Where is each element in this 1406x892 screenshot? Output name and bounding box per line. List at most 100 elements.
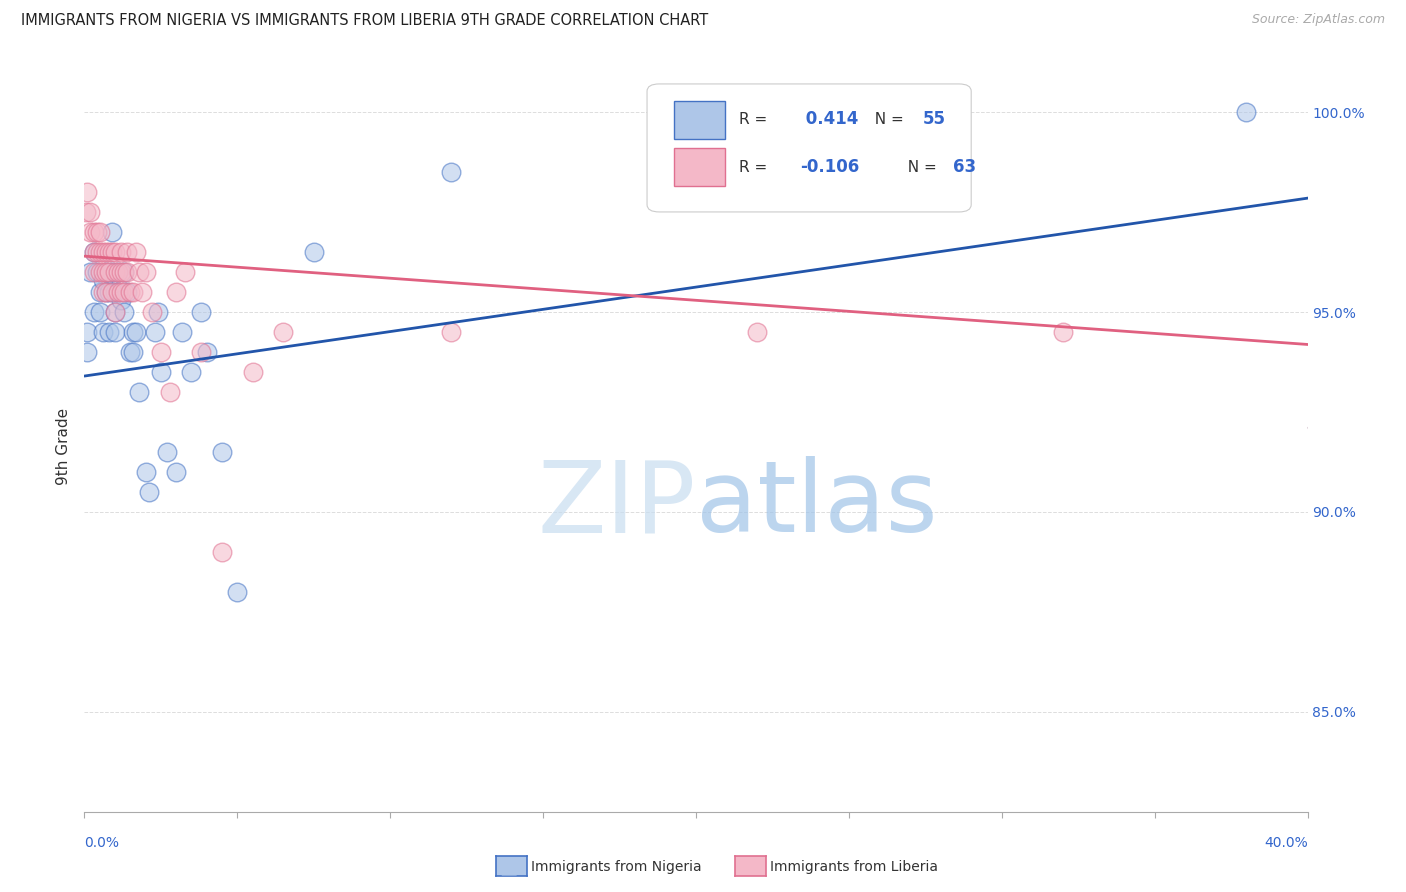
- Point: [1236, 105, 1258, 120]
- Text: Source: ZipAtlas.com: Source: ZipAtlas.com: [1251, 13, 1385, 27]
- Text: Immigrants from Nigeria: Immigrants from Nigeria: [531, 860, 702, 874]
- Point: [91, 273, 114, 287]
- Point: [101, 225, 124, 239]
- Point: [302, 245, 325, 260]
- Point: [110, 293, 132, 307]
- Point: [135, 465, 157, 479]
- Point: [97, 325, 120, 339]
- Point: [101, 265, 124, 279]
- Point: [156, 445, 179, 459]
- Point: [89, 305, 111, 319]
- Point: [104, 245, 127, 260]
- Point: [107, 265, 129, 279]
- Text: 0.414: 0.414: [800, 110, 858, 128]
- Text: IMMIGRANTS FROM NIGERIA VS IMMIGRANTS FROM LIBERIA 9TH GRADE CORRELATION CHART: IMMIGRANTS FROM NIGERIA VS IMMIGRANTS FR…: [21, 13, 709, 29]
- Point: [128, 265, 150, 279]
- Point: [97, 245, 120, 260]
- Point: [131, 285, 153, 299]
- Point: [112, 265, 135, 279]
- Point: [94, 265, 117, 279]
- Point: [101, 285, 124, 299]
- Point: [89, 285, 111, 299]
- FancyBboxPatch shape: [647, 84, 972, 212]
- Point: [76, 185, 98, 199]
- Point: [159, 385, 181, 400]
- Text: 55: 55: [922, 110, 945, 128]
- Point: [122, 345, 145, 359]
- Point: [89, 225, 111, 239]
- Point: [83, 245, 105, 260]
- Point: [195, 345, 218, 359]
- Point: [83, 305, 105, 319]
- Point: [135, 265, 157, 279]
- Point: [86, 245, 108, 260]
- Point: [104, 305, 127, 319]
- Point: [101, 245, 124, 260]
- Point: [271, 325, 294, 339]
- Point: [112, 285, 135, 299]
- Point: [75, 205, 97, 219]
- Text: N =: N =: [898, 160, 942, 175]
- Point: [104, 285, 127, 299]
- Text: 0.0%: 0.0%: [84, 836, 120, 850]
- Text: Immigrants from Liberia: Immigrants from Liberia: [770, 860, 938, 874]
- Point: [94, 285, 117, 299]
- Point: [94, 245, 117, 260]
- Point: [112, 305, 135, 319]
- Point: [104, 325, 127, 339]
- Text: 40.0%: 40.0%: [1264, 836, 1308, 850]
- Point: [97, 285, 120, 299]
- Point: [110, 265, 132, 279]
- Text: ■: ■: [499, 857, 517, 877]
- Point: [125, 245, 148, 260]
- Point: [79, 225, 101, 239]
- Point: [172, 325, 194, 339]
- Point: [97, 265, 120, 279]
- Point: [107, 265, 129, 279]
- Text: -0.106: -0.106: [800, 158, 859, 177]
- Point: [115, 245, 138, 260]
- Text: ZIP: ZIP: [537, 456, 696, 553]
- Point: [86, 265, 108, 279]
- Point: [79, 265, 101, 279]
- Point: [94, 265, 117, 279]
- Text: atlas: atlas: [696, 456, 938, 553]
- Point: [128, 385, 150, 400]
- Point: [112, 265, 135, 279]
- Point: [104, 265, 127, 279]
- Point: [122, 285, 145, 299]
- Point: [440, 325, 463, 339]
- FancyBboxPatch shape: [673, 148, 725, 186]
- Point: [91, 285, 114, 299]
- Text: N =: N =: [865, 112, 908, 127]
- Point: [110, 285, 132, 299]
- Point: [107, 285, 129, 299]
- Point: [83, 225, 105, 239]
- Point: [91, 265, 114, 279]
- Point: [141, 305, 163, 319]
- Point: [180, 365, 202, 379]
- Point: [440, 165, 463, 179]
- Text: R =: R =: [738, 160, 772, 175]
- Point: [242, 365, 264, 379]
- Point: [91, 325, 114, 339]
- Point: [104, 305, 127, 319]
- Point: [190, 345, 212, 359]
- Text: R =: R =: [738, 112, 772, 127]
- Point: [146, 305, 169, 319]
- Point: [91, 245, 114, 260]
- Point: [86, 225, 108, 239]
- FancyBboxPatch shape: [673, 101, 725, 139]
- Point: [107, 285, 129, 299]
- Point: [79, 205, 101, 219]
- Point: [165, 465, 187, 479]
- Text: 63: 63: [953, 158, 976, 177]
- Point: [83, 245, 105, 260]
- Point: [110, 245, 132, 260]
- Point: [94, 285, 117, 299]
- Point: [83, 265, 105, 279]
- Point: [226, 585, 249, 599]
- Point: [211, 545, 233, 559]
- Point: [211, 445, 233, 459]
- Point: [138, 485, 160, 500]
